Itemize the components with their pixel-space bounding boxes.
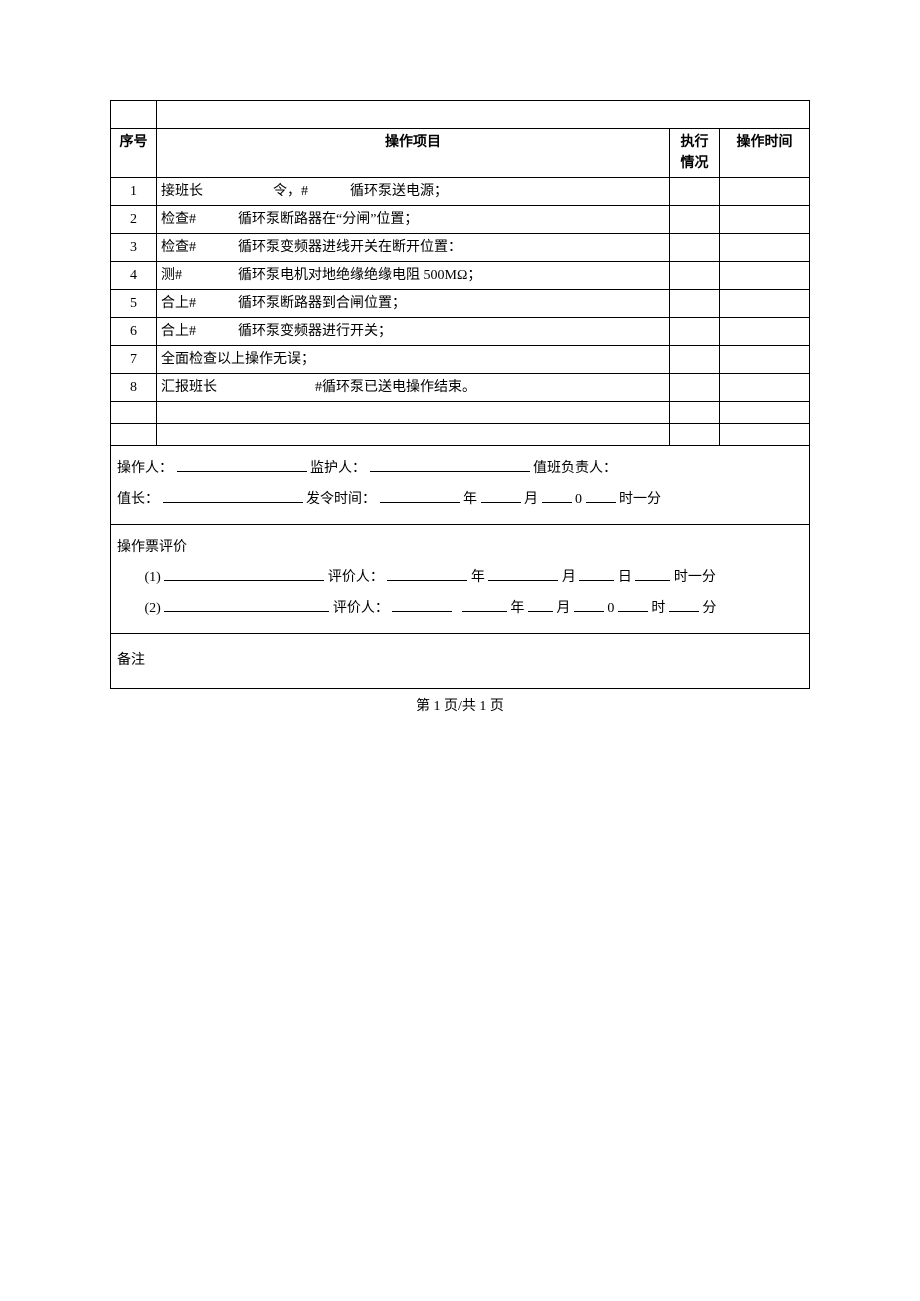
header-seq: 序号 (111, 129, 157, 178)
row-seq: 5 (111, 290, 157, 318)
empty-row (111, 402, 810, 424)
row-text: 接班长 令，# 循环泵送电源； (157, 178, 670, 206)
row-exec (670, 234, 720, 262)
row-time (720, 346, 810, 374)
row-exec (670, 262, 720, 290)
row-time (720, 290, 810, 318)
row-time (720, 206, 810, 234)
row-seq: 1 (111, 178, 157, 206)
top-empty-left (111, 101, 157, 129)
row-exec (670, 374, 720, 402)
row-exec (670, 178, 720, 206)
hour-blank (586, 489, 616, 503)
row-time (720, 178, 810, 206)
remark-label: 备注 (117, 653, 145, 668)
cmdtime-label: 发令时间： (306, 492, 376, 507)
month-label: 月 (524, 492, 538, 507)
row-exec (670, 290, 720, 318)
eval-line-num: (2) (145, 601, 161, 616)
eval-cell: 操作票评价 (1) 评价人： 年 月 日 时一分 (2) 评价人： 年 月 0 (111, 524, 810, 633)
row-text: 汇报班长 #循环泵已送电操作结束。 (157, 374, 670, 402)
zero-label: 0 (575, 492, 582, 507)
hourmin-label: 时一分 (619, 492, 661, 507)
eval1-day: 日 (618, 570, 632, 585)
remark-row: 备注 (111, 633, 810, 688)
table-row: 3 检查# 循环泵变频器进线开关在断开位置： (111, 234, 810, 262)
row-seq: 7 (111, 346, 157, 374)
eval1-blank (164, 567, 324, 581)
table-row: 1 接班长 令，# 循环泵送电源； (111, 178, 810, 206)
table-row: 2 检查# 循环泵断路器在“分闸”位置； (111, 206, 810, 234)
eval2-month: 月 (556, 601, 570, 616)
eval2-hour: 时 (651, 601, 665, 616)
table-row: 4 测# 循环泵电机对地绝缘绝缘电阻 500MΩ； (111, 262, 810, 290)
eval1-year: 年 (471, 570, 485, 585)
operator-blank (177, 458, 307, 472)
duty-label: 值班负责人： (533, 461, 617, 476)
row-time (720, 262, 810, 290)
header-time: 操作时间 (720, 129, 810, 178)
signature-cell: 操作人： 监护人： 值班负责人： 值长： 发令时间： 年 月 0 时一分 (111, 446, 810, 525)
zero-blank (542, 489, 572, 503)
row-exec (670, 346, 720, 374)
header-exec: 执行 情况 (670, 129, 720, 178)
eval2-label: 评价人： (333, 601, 389, 616)
remark-cell: 备注 (111, 633, 810, 688)
empty-row (111, 424, 810, 446)
eval1-month: 月 (562, 570, 576, 585)
row-text: 检查# 循环泵断路器在“分闸”位置； (157, 206, 670, 234)
row-text: 合上# 循环泵变频器进行开关； (157, 318, 670, 346)
shift-label: 值长： (117, 492, 159, 507)
row-time (720, 234, 810, 262)
header-item: 操作项目 (157, 129, 670, 178)
table-row: 6 合上# 循环泵变频器进行开关； (111, 318, 810, 346)
row-seq: 8 (111, 374, 157, 402)
eval-line-num: (1) (145, 570, 161, 585)
row-seq: 6 (111, 318, 157, 346)
eval-row: 操作票评价 (1) 评价人： 年 月 日 时一分 (2) 评价人： 年 月 0 (111, 524, 810, 633)
year-label: 年 (463, 492, 477, 507)
signature-row: 操作人： 监护人： 值班负责人： 值长： 发令时间： 年 月 0 时一分 (111, 446, 810, 525)
operation-table: 序号 操作项目 执行 情况 操作时间 1 接班长 令，# 循环泵送电源； 2 检… (110, 100, 810, 689)
row-text: 全面检查以上操作无误； (157, 346, 670, 374)
row-text: 测# 循环泵电机对地绝缘绝缘电阻 500MΩ； (157, 262, 670, 290)
eval2-blank (164, 598, 329, 612)
eval2-zero: 0 (607, 601, 614, 616)
table-row: 7 全面检查以上操作无误； (111, 346, 810, 374)
year-blank (380, 489, 460, 503)
supervisor-label: 监护人： (310, 461, 366, 476)
table-row: 8 汇报班长 #循环泵已送电操作结束。 (111, 374, 810, 402)
page-count: 第 1 页/共 1 页 (110, 695, 810, 715)
eval-title: 操作票评价 (117, 540, 187, 555)
row-seq: 2 (111, 206, 157, 234)
operator-label: 操作人： (117, 461, 173, 476)
eval1-label: 评价人： (328, 570, 384, 585)
eval1-tail: 时一分 (674, 570, 716, 585)
table-row: 5 合上# 循环泵断路器到合闸位置； (111, 290, 810, 318)
row-text: 合上# 循环泵断路器到合闸位置； (157, 290, 670, 318)
row-time (720, 318, 810, 346)
row-exec (670, 318, 720, 346)
eval2-year: 年 (510, 601, 524, 616)
row-exec (670, 206, 720, 234)
shift-blank (163, 489, 303, 503)
eval2-min: 分 (702, 601, 716, 616)
supervisor-blank (370, 458, 530, 472)
row-seq: 4 (111, 262, 157, 290)
top-empty-right (157, 101, 810, 129)
month-blank (481, 489, 521, 503)
row-time (720, 374, 810, 402)
row-seq: 3 (111, 234, 157, 262)
row-text: 检查# 循环泵变频器进线开关在断开位置： (157, 234, 670, 262)
